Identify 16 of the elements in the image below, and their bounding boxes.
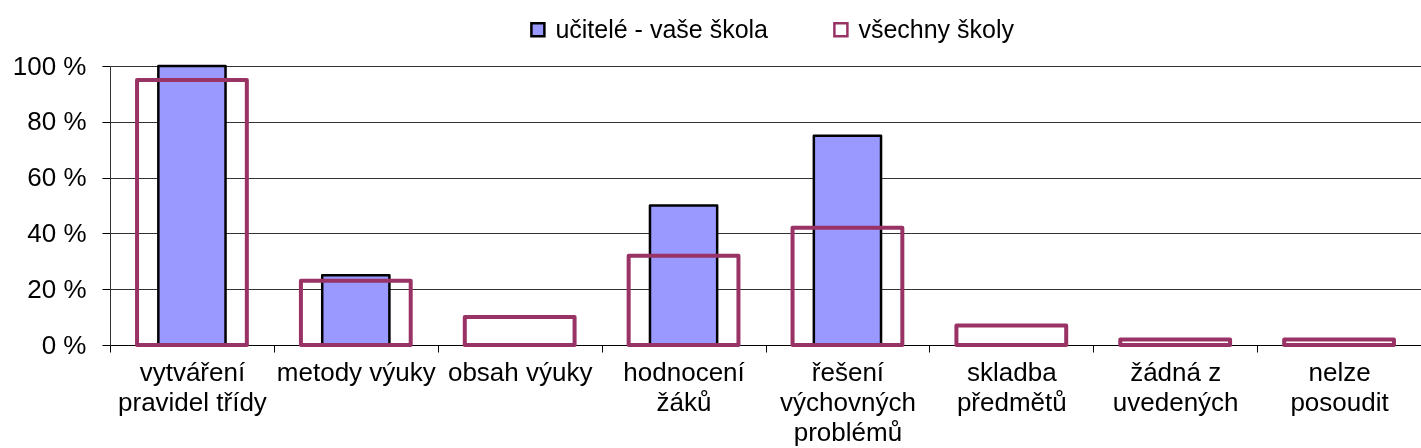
x-tick-label: řešení výchovných problémů: [780, 356, 916, 447]
y-tick-label: 40 %: [27, 217, 87, 248]
x-tick-label: žádná z uvedených: [1112, 356, 1239, 417]
x-tick-label: nelze posoudit: [1290, 356, 1390, 417]
legend-label: učitelé - vaše škola: [555, 14, 769, 43]
x-tick-label: metody výuky: [276, 356, 436, 387]
x-tick-label: hodnocení žáků: [623, 356, 746, 417]
y-tick-label: 0 %: [41, 329, 87, 360]
y-tick-label: 60 %: [27, 162, 87, 193]
y-tick-label: 100 %: [12, 50, 87, 81]
x-tick-label: skladba předmětů: [956, 356, 1067, 417]
x-tick-label: obsah výuky: [447, 356, 593, 387]
legend-label: všechny školy: [858, 14, 1015, 43]
y-tick-label: 20 %: [27, 273, 87, 304]
y-tick-label: 80 %: [27, 106, 87, 137]
x-tick-label: vytváření pravidel třídy: [118, 356, 267, 417]
